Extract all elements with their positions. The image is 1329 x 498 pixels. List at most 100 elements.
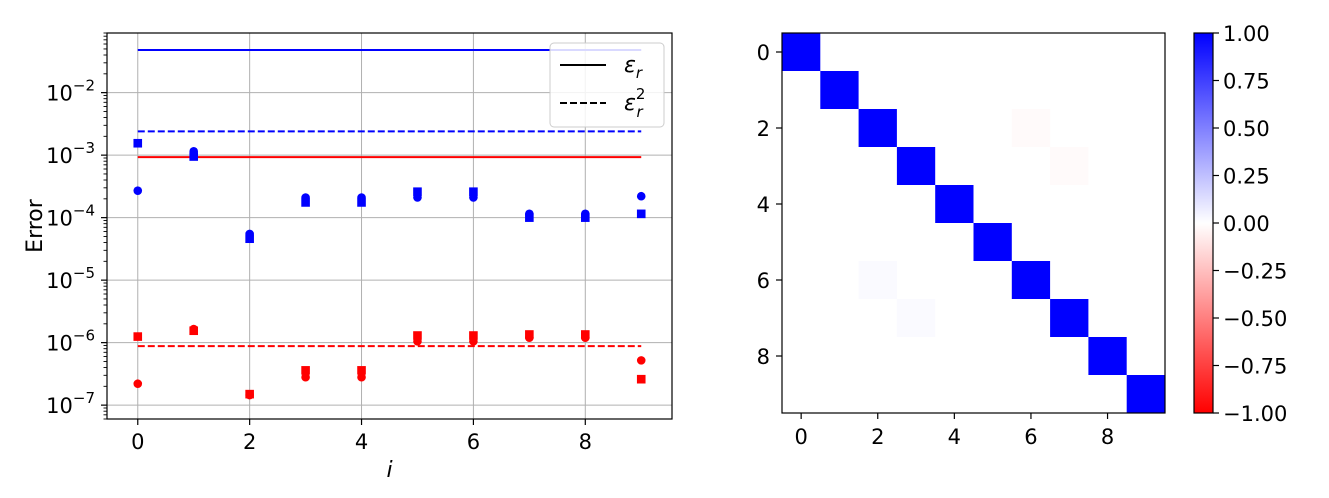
heatmap-cell: [782, 375, 821, 414]
x-tick-label: 0: [794, 425, 807, 449]
heatmap-cell: [1050, 299, 1089, 338]
heatmap-cell: [935, 185, 974, 224]
heatmap-cell: [1011, 185, 1051, 224]
heatmap-cell: [1088, 71, 1128, 110]
colorbar-tick-label: −1.00: [1223, 402, 1287, 426]
y-tick-label: 10−6: [46, 327, 95, 356]
heatmap-y-ticks: 0 2 4 6 8: [757, 41, 782, 369]
heatmap-cell: [1088, 337, 1128, 376]
heatmap-cell: [1126, 185, 1166, 224]
x-tick-label: 4: [355, 430, 368, 454]
heatmap-cell: [782, 337, 821, 376]
heatmap-cell: [1050, 375, 1089, 414]
y-tick-label: 6: [757, 269, 770, 293]
colorbar-tick-label: 0.75: [1223, 70, 1270, 94]
heatmap-cell: [1126, 147, 1166, 186]
heatmap-cell: [935, 261, 974, 300]
data-point: [357, 372, 366, 382]
colorbar-tick-label: 1.00: [1223, 22, 1270, 46]
colorbar-tick-label: −0.75: [1223, 355, 1287, 379]
heatmap-cell: [973, 299, 1013, 338]
heatmap-cells: [782, 33, 1166, 414]
heatmap-cell: [782, 71, 821, 110]
heatmap-cell: [1126, 109, 1166, 148]
heatmap-cell: [820, 33, 860, 72]
y-tick-label: 10−3: [46, 139, 95, 168]
data-point: [133, 138, 143, 148]
data-point: [357, 366, 366, 375]
heatmap-cell: [1011, 223, 1051, 262]
heatmap-cell: [935, 299, 974, 338]
heatmap-cell: [1050, 223, 1089, 262]
heatmap-cell: [896, 223, 936, 262]
x-ticks: 0 2 4 6 8: [131, 419, 592, 454]
heatmap-cell: [858, 71, 898, 110]
data-point: [189, 152, 199, 161]
heatmap-cell: [973, 337, 1013, 376]
heatmap-cell: [820, 223, 860, 262]
heatmap-cell: [1088, 261, 1128, 300]
heatmap-cell: [896, 109, 936, 148]
colorbar-tick-label: 0.50: [1223, 117, 1270, 141]
heatmap-cell: [935, 109, 974, 148]
data-point: [636, 191, 646, 201]
heatmap-cell: [858, 147, 898, 186]
heatmap-cell: [858, 185, 898, 224]
x-tick-label: 2: [871, 425, 884, 449]
colorbar-tick-label: −0.25: [1223, 260, 1287, 284]
heatmap-cell: [1011, 33, 1051, 72]
x-tick-label: 0: [131, 430, 144, 454]
heatmap-cell: [1126, 223, 1166, 262]
heatmap-cell: [1088, 185, 1128, 224]
data-point: [357, 198, 366, 207]
heatmap-cell: [1088, 33, 1128, 72]
legend: εr ε2 r: [549, 42, 665, 128]
heatmap-cell: [1011, 375, 1051, 414]
heatmap-cell: [858, 33, 898, 72]
heatmap-cell: [1050, 33, 1089, 72]
heatmap-cell: [935, 223, 974, 262]
data-point: [133, 332, 143, 341]
heatmap-cell: [935, 147, 974, 186]
data-point: [525, 330, 534, 339]
heatmap-cell: [1011, 71, 1051, 110]
colorbar: 1.00 0.75 0.50 0.25 0.00 −0.25 −0.50 −0.75 −1.00: [1193, 22, 1287, 426]
heatmap-cell: [1050, 71, 1089, 110]
heatmap-cell: [973, 223, 1013, 262]
data-point: [245, 389, 254, 399]
heatmap-x-ticks: 0 2 4 6 8: [794, 413, 1114, 449]
heatmap-cell: [896, 71, 936, 110]
y-ticks: 10−7 10−6 10−5 10−4 10−3 10−2: [46, 32, 107, 420]
heatmap-cell: [1126, 337, 1166, 376]
heatmap-cell: [1050, 337, 1089, 376]
colorbar-tick-label: −0.50: [1223, 307, 1287, 331]
heatmap-cell: [973, 71, 1013, 110]
data-point: [189, 326, 199, 336]
heatmap-cell: [782, 185, 821, 224]
data-point: [133, 186, 143, 195]
heatmap-cell: [896, 375, 936, 414]
data-point: [133, 379, 143, 389]
heatmap-cell: [896, 337, 936, 376]
heatmap-cell: [1088, 147, 1128, 186]
heatmap-cell: [973, 185, 1013, 224]
heatmap-cell: [1050, 109, 1089, 148]
heatmap-cell: [896, 147, 936, 186]
heatmap-cell: [858, 337, 898, 376]
y-tick-label: 4: [757, 193, 770, 217]
heatmap-cell: [820, 375, 860, 414]
legend-label: ε2 r: [624, 85, 645, 121]
heatmap-cell: [820, 185, 860, 224]
data-points: [133, 138, 646, 400]
heatmap-cell: [973, 375, 1013, 414]
y-tick-label: 2: [757, 117, 770, 141]
heatmap-cell: [858, 261, 898, 300]
colorbar-tick-label: 0.25: [1223, 165, 1270, 189]
y-tick-label: 10−7: [46, 389, 95, 418]
x-tick-label: 8: [579, 430, 592, 454]
heatmap-cell: [820, 71, 860, 110]
data-point: [636, 356, 646, 365]
heatmap-cell: [858, 299, 898, 338]
heatmap-cell: [858, 375, 898, 414]
